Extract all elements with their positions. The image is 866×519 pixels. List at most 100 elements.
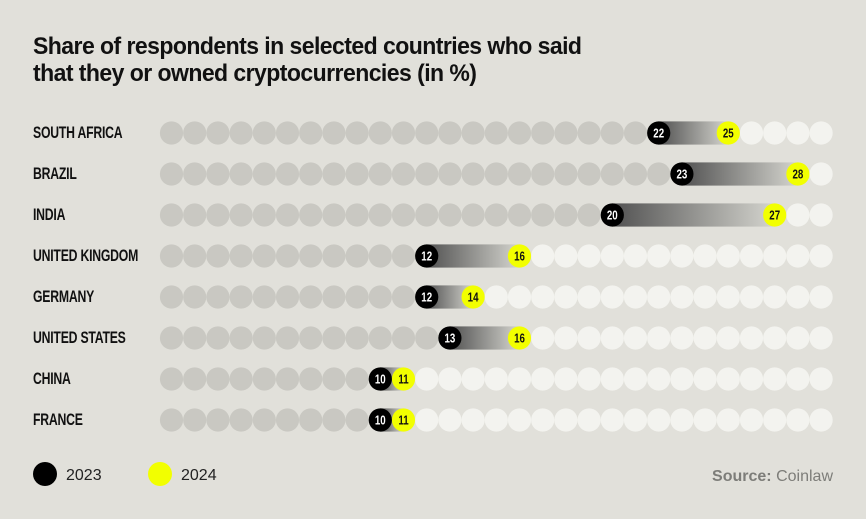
scale-dot — [438, 367, 462, 391]
chart-row: 14 12 — [159, 285, 833, 309]
scale-dot — [647, 367, 671, 391]
scale-dot — [391, 203, 416, 227]
country-label: SOUTH AFRICA — [33, 123, 123, 142]
scale-dot — [368, 285, 392, 309]
scale-dot — [623, 326, 648, 350]
scale-dot — [809, 121, 833, 145]
scale-dot — [206, 244, 230, 268]
scale-dot — [368, 162, 392, 186]
scale-dot — [183, 162, 207, 186]
scale-dot — [739, 367, 764, 391]
scale-dot — [368, 244, 392, 268]
scale-dot — [693, 367, 717, 391]
scale-dot — [299, 326, 323, 350]
marker-2024 — [507, 326, 532, 350]
scale-dot — [763, 326, 787, 350]
scale-dot — [159, 367, 184, 391]
scale-dot — [415, 326, 439, 350]
chart-title: Share of respondents in selected countri… — [33, 33, 747, 87]
scale-dot — [763, 367, 787, 391]
scale-dot — [275, 203, 300, 227]
scale-dot — [183, 244, 207, 268]
scale-dot — [739, 326, 764, 350]
value-label-2023: 23 — [676, 168, 687, 181]
scale-dot — [647, 244, 671, 268]
scale-dot — [252, 326, 276, 350]
scale-dot — [716, 367, 740, 391]
country-label: INDIA — [33, 205, 66, 224]
scale-dot — [368, 203, 392, 227]
value-label-2023: 12 — [421, 250, 432, 263]
scale-dot — [206, 162, 230, 186]
scale-dot — [183, 203, 207, 227]
scale-dot — [600, 244, 624, 268]
scale-dot — [531, 203, 555, 227]
scale-dot — [600, 326, 624, 350]
chart-row: 27 20 — [159, 203, 833, 227]
scale-dot — [345, 285, 369, 309]
scale-dot — [159, 203, 184, 227]
scale-dot — [670, 367, 694, 391]
country-label: BRAZIL — [33, 164, 77, 183]
marker-2024 — [391, 367, 416, 391]
scale-dot — [229, 244, 253, 268]
change-bar — [681, 162, 798, 186]
scale-dot — [345, 326, 369, 350]
marker-2024 — [507, 244, 532, 268]
scale-dot — [391, 285, 416, 309]
scale-dot — [322, 326, 346, 350]
source-note: Source: Coinlaw — [712, 467, 833, 487]
scale-dot — [159, 326, 184, 350]
scale-dot — [484, 121, 508, 145]
scale-dot — [600, 162, 624, 186]
scale-dot — [763, 285, 787, 309]
scale-dot — [252, 408, 276, 432]
scale-dot — [391, 162, 416, 186]
scale-dot — [554, 326, 578, 350]
scale-dot — [600, 121, 624, 145]
scale-dot — [600, 285, 624, 309]
scale-dot — [716, 326, 740, 350]
chart-row: 11 10 — [159, 367, 833, 391]
scale-dot — [229, 121, 253, 145]
scale-dot — [484, 367, 508, 391]
chart-row: 25 22 — [159, 121, 833, 145]
scale-dot — [275, 408, 300, 432]
scale-dot — [391, 121, 416, 145]
scale-dot — [299, 408, 323, 432]
marker-2024 — [763, 203, 787, 227]
scale-dot — [415, 408, 439, 432]
scale-dot — [786, 367, 810, 391]
chart-title-line-1: Share of respondents in selected countri… — [33, 33, 582, 60]
scale-dot — [252, 203, 276, 227]
scale-dot — [484, 285, 508, 309]
legend-label-2024: 2024 — [181, 467, 217, 484]
scale-dot — [786, 203, 810, 227]
scale-dot — [299, 244, 323, 268]
scale-dot — [693, 244, 717, 268]
scale-dot — [577, 121, 601, 145]
scale-dot — [391, 326, 416, 350]
scale-dot — [229, 367, 253, 391]
scale-dot — [786, 121, 810, 145]
scale-dot — [322, 162, 346, 186]
scale-dot — [299, 121, 323, 145]
scale-dot — [647, 326, 671, 350]
scale-dot — [763, 244, 787, 268]
scale-dot — [159, 162, 184, 186]
scale-dot — [322, 244, 346, 268]
scale-dot — [531, 121, 555, 145]
scale-dot — [461, 203, 485, 227]
marker-2023 — [670, 162, 694, 186]
scale-dot — [623, 121, 648, 145]
scale-dot — [299, 285, 323, 309]
scale-dot — [809, 285, 833, 309]
scale-dot — [229, 203, 253, 227]
scale-dot — [159, 408, 184, 432]
value-label-2023: 10 — [375, 414, 386, 427]
marker-2024 — [461, 285, 485, 309]
scale-dot — [322, 121, 346, 145]
legend-label-2023: 2023 — [66, 467, 102, 484]
